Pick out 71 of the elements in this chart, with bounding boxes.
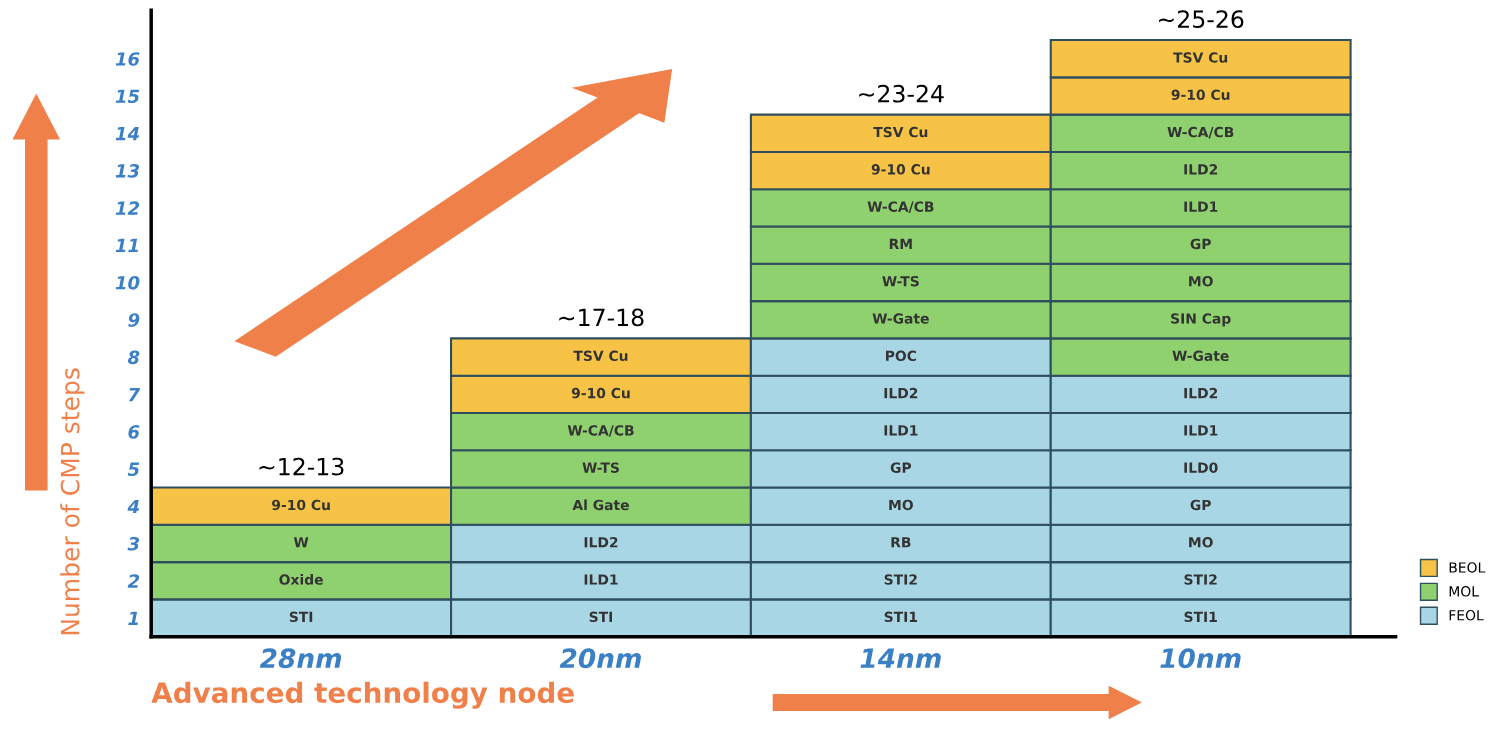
x-axis-title: Advanced technology node	[151, 681, 574, 709]
data-label: STI	[589, 611, 613, 623]
x-tick-label: 10nm	[1160, 648, 1241, 669]
y-tick-label: 6	[128, 425, 140, 439]
legend-label: MOL	[1449, 586, 1479, 597]
data-label: W-CA/CB	[1167, 126, 1234, 139]
data-label: STI1	[1184, 611, 1217, 623]
data-label: Oxide	[279, 574, 323, 585]
data-label: RM	[889, 238, 912, 249]
total-label: ~12-13	[259, 457, 344, 476]
data-label: ILD1	[1184, 425, 1218, 436]
data-label: 9-10 Cu	[272, 499, 330, 511]
y-tick-label: 15	[115, 89, 140, 104]
x-tick-label: 14nm	[860, 648, 941, 668]
data-label: STI	[289, 611, 313, 623]
data-label: W-Gate	[872, 313, 929, 324]
total-label: ~25-26	[1158, 10, 1244, 29]
y-tick-label: 4	[127, 499, 139, 514]
data-label: W-TS	[582, 462, 619, 473]
legend-label: BEOL	[1449, 562, 1486, 573]
data-label: 9-10 Cu	[1171, 89, 1230, 101]
data-label: 9-10 Cu	[871, 164, 930, 175]
y-tick-label: 1	[128, 611, 138, 625]
data-label: ILD2	[584, 537, 618, 548]
data-label: TSV Cu	[573, 350, 628, 362]
y-tick-label: 13	[115, 164, 140, 178]
y-tick-label: 2	[127, 574, 140, 588]
data-label: W-Gate	[1172, 350, 1229, 362]
data-label: ILD1	[884, 425, 918, 436]
x-tick-label: 28nm	[259, 648, 342, 669]
y-tick-label: 7	[128, 388, 141, 402]
y-tick-label: 14	[115, 126, 139, 141]
total-label: ~23-24	[859, 84, 944, 103]
data-label: ILD0	[1184, 462, 1218, 473]
data-label: MO	[889, 499, 913, 511]
data-label: GP	[890, 462, 912, 473]
y-tick-label: 16	[115, 52, 140, 66]
data-label: ILD2	[1184, 164, 1218, 175]
y-tick-label: 8	[127, 350, 140, 365]
data-label: STI2	[1184, 574, 1217, 585]
y-tick-label: 5	[127, 462, 140, 477]
data-label: MO	[1189, 537, 1213, 548]
data-label: W-CA/CB	[567, 425, 634, 437]
data-label: POC	[886, 350, 917, 362]
data-label: ILD1	[1184, 201, 1218, 212]
data-label: STI2	[884, 574, 917, 585]
legend-label: FEOL	[1449, 610, 1484, 621]
y-tick-label: 9	[128, 313, 140, 327]
data-label: ILD2	[884, 387, 918, 399]
data-label: W-TS	[882, 275, 919, 287]
x-tick-label: 20nm	[559, 648, 641, 669]
data-label: ILD2	[1184, 387, 1218, 399]
data-label: RB	[891, 537, 911, 548]
total-label: ~17-18	[559, 308, 644, 327]
data-label: SIN Cap	[1171, 313, 1231, 327]
data-label: GP	[1190, 238, 1211, 250]
data-label: ILD1	[584, 574, 618, 585]
data-label: MO	[1189, 275, 1213, 287]
data-label: W	[293, 537, 309, 548]
data-label: 9-10 Cu	[571, 387, 630, 399]
data-label: GP	[1190, 499, 1211, 511]
data-label: STI1	[884, 611, 918, 623]
y-tick-label: 3	[127, 536, 140, 551]
y-tick-label: 10	[115, 275, 140, 290]
data-label: W-CA/CB	[867, 201, 934, 213]
y-tick-label: 12	[115, 201, 140, 215]
data-label: TSV Cu	[1173, 52, 1228, 63]
data-label: TSV Cu	[873, 126, 928, 138]
y-tick-label: 11	[115, 238, 138, 253]
data-label: Al Gate	[572, 499, 629, 511]
y-axis-title: Number of CMP steps	[60, 368, 85, 635]
